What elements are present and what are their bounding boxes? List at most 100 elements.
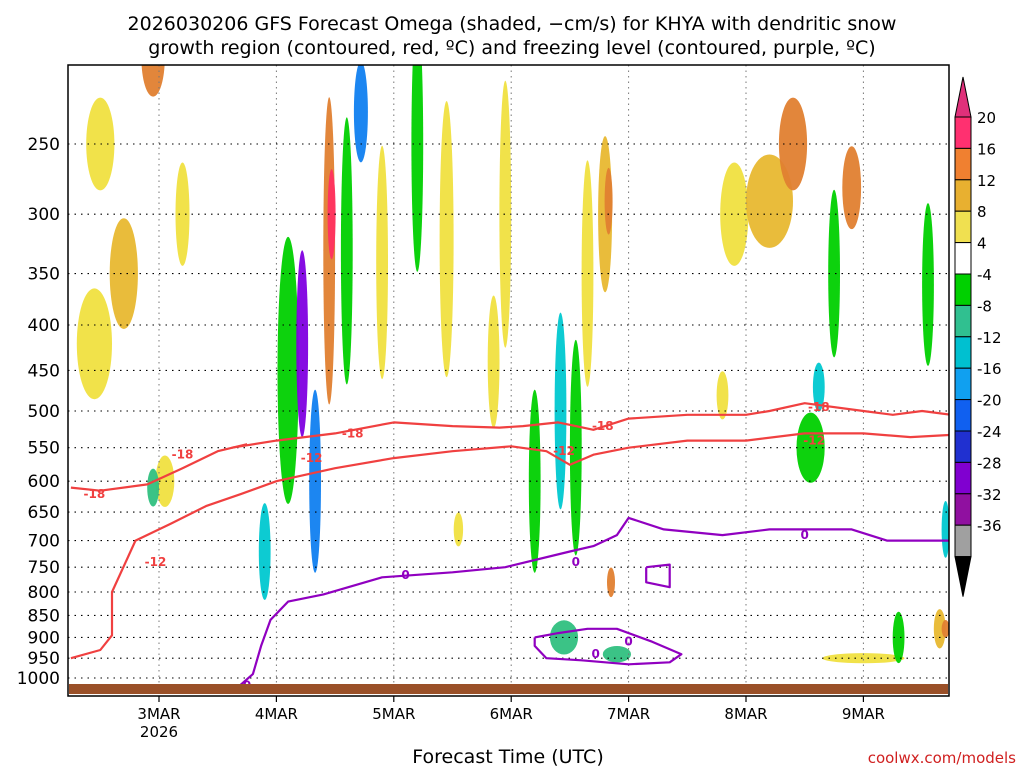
omega-blob xyxy=(327,169,336,260)
y-tick-label: 300 xyxy=(28,205,60,225)
dgz-contour-label: -18 xyxy=(172,448,194,462)
omega-blob xyxy=(141,65,165,97)
freezing-contour-line xyxy=(234,516,949,691)
omega-blob xyxy=(277,236,299,504)
y-tick-label: 950 xyxy=(28,649,60,669)
omega-blob xyxy=(376,145,388,380)
freezing-contour-label: 0 xyxy=(801,528,809,542)
colorbar-label: 8 xyxy=(977,203,987,221)
y-tick-label: 700 xyxy=(28,532,60,552)
y-tick-label: 900 xyxy=(28,628,60,648)
colorbar-swatch xyxy=(954,242,972,275)
omega-blob xyxy=(499,80,512,348)
y-tick-label: 600 xyxy=(28,472,60,492)
dgz-contour-label: -18 xyxy=(592,419,614,433)
x-tick-label: 5MAR xyxy=(372,705,415,723)
colorbar-swatch xyxy=(954,273,972,306)
colorbar-label: -8 xyxy=(977,297,992,315)
y-tick-label: 500 xyxy=(28,402,60,422)
colorbar-swatch xyxy=(954,179,972,212)
colorbar-label: -32 xyxy=(977,486,1002,504)
credit-text: coolwx.com/models xyxy=(868,749,1016,767)
dgz-contour-label: -12 xyxy=(145,555,167,569)
terrain-band xyxy=(69,684,948,694)
colorbar-swatch xyxy=(954,461,972,495)
dgz-contour-label: -12 xyxy=(553,444,575,458)
y-tick-label: 250 xyxy=(28,135,60,155)
omega-blob xyxy=(155,455,175,507)
omega-blob xyxy=(778,97,808,191)
omega-blob xyxy=(720,162,749,266)
omega-blob xyxy=(453,512,464,547)
dgz-contour-line xyxy=(70,443,248,492)
omega-shading xyxy=(76,65,949,664)
omega-blob xyxy=(175,162,190,266)
omega-blob xyxy=(487,295,500,429)
colorbar-label: 12 xyxy=(977,172,996,190)
omega-blob xyxy=(607,567,615,598)
freezing-contour-label: 0 xyxy=(572,555,580,569)
y-tick-label: 450 xyxy=(28,361,60,381)
x-tick-label: 4MAR xyxy=(255,705,298,723)
colorbar-label: 20 xyxy=(977,109,996,127)
colorbar-label: -12 xyxy=(977,329,1002,347)
omega-blob xyxy=(86,97,115,191)
x-tick-label: 8MAR xyxy=(724,705,767,723)
omega-blob xyxy=(258,503,271,600)
plot-frame xyxy=(67,64,950,697)
dgz-contour-label: -18 xyxy=(342,426,364,440)
omega-blob xyxy=(76,288,112,400)
omega-blob xyxy=(581,160,594,387)
colorbar-swatch xyxy=(954,210,972,244)
x-tick-label: 6MAR xyxy=(490,705,533,723)
omega-blob xyxy=(822,653,905,664)
x-tick-label: 3MAR xyxy=(137,705,180,723)
dgz-contour-line xyxy=(70,432,949,660)
dgz-contour-label: -12 xyxy=(803,434,825,448)
dgz-contour-label: -18 xyxy=(808,400,830,414)
colorbar-label: -36 xyxy=(977,517,1002,535)
omega-blob xyxy=(941,501,949,558)
colorbar-swatch xyxy=(954,336,972,369)
omega-blob xyxy=(604,167,613,235)
contour-labels: -18-12-18-12-18-12-18-18-12000000 xyxy=(84,400,830,692)
omega-blob xyxy=(296,250,309,438)
omega-blob xyxy=(842,146,862,230)
x-axis-title: Forecast Time (UTC) xyxy=(412,746,603,768)
colorbar-swatch xyxy=(954,367,972,401)
colorbar-swatch xyxy=(954,430,972,463)
y-tick-label: 850 xyxy=(28,606,60,626)
freezing-contour-label: 0 xyxy=(592,647,600,661)
colorbar-swatch xyxy=(954,493,972,526)
omega-blob xyxy=(528,389,541,573)
freezing-contour-label: 0 xyxy=(401,568,409,582)
colorbar: 20 16 12 8 4 -4 -8 -12 -16 -20 -24 -28 -32 -36 xyxy=(954,76,1002,597)
y-axis: 2503003504004505005506006507007508008509… xyxy=(17,135,60,689)
y-tick-label: 550 xyxy=(28,439,60,459)
omega-blob xyxy=(922,203,934,366)
colorbar-label: 16 xyxy=(977,140,996,158)
colorbar-swatch xyxy=(954,147,972,181)
omega-blob xyxy=(941,620,949,638)
omega-blob xyxy=(353,65,368,163)
omega-blob xyxy=(812,362,825,412)
colorbar-label: -20 xyxy=(977,392,1002,410)
chart-title-line1: 2026030206 GFS Forecast Omega (shaded, −… xyxy=(128,13,897,35)
omega-blob xyxy=(746,154,793,248)
colorbar-swatch xyxy=(954,304,972,338)
contour-lines xyxy=(70,402,949,691)
chart-title-line2: growth region (contoured, red, ºC) and f… xyxy=(148,37,875,59)
omega-blob xyxy=(439,101,454,378)
omega-blob xyxy=(411,65,424,272)
y-tick-label: 350 xyxy=(28,265,60,285)
y-tick-label: 650 xyxy=(28,503,60,523)
colorbar-label: -28 xyxy=(977,454,1002,472)
y-tick-label: 800 xyxy=(28,583,60,603)
colorbar-swatch xyxy=(954,116,972,149)
omega-blob xyxy=(147,468,160,507)
dgz-contour-label: -12 xyxy=(301,451,323,465)
omega-blob xyxy=(602,646,632,663)
freezing-contour-line xyxy=(645,563,671,589)
